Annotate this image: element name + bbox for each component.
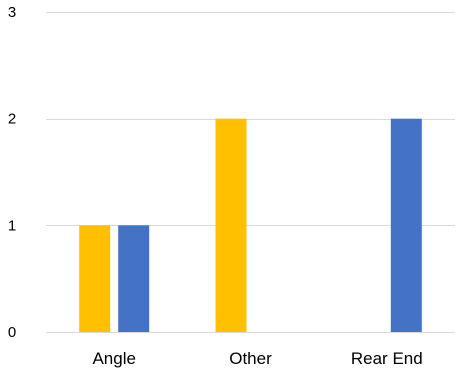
x-axis-categories: Angle Other Rear End [92,349,422,368]
x-category-label: Angle [92,349,135,368]
y-tick-label: 2 [8,111,16,128]
y-tick-label: 1 [8,217,16,234]
x-category-label: Other [229,349,272,368]
gridlines [46,12,455,333]
bar-angle-series-2 [118,225,150,332]
bar-angle-series-1 [79,225,111,332]
y-axis-ticks: 0 1 2 3 [8,4,16,341]
y-tick-label: 3 [8,4,16,21]
bars [79,118,422,332]
bar-other-series-1 [215,118,247,332]
y-tick-label: 0 [8,324,16,341]
x-category-label: Rear End [351,349,423,368]
bar-rear-end-series-2 [390,118,422,332]
